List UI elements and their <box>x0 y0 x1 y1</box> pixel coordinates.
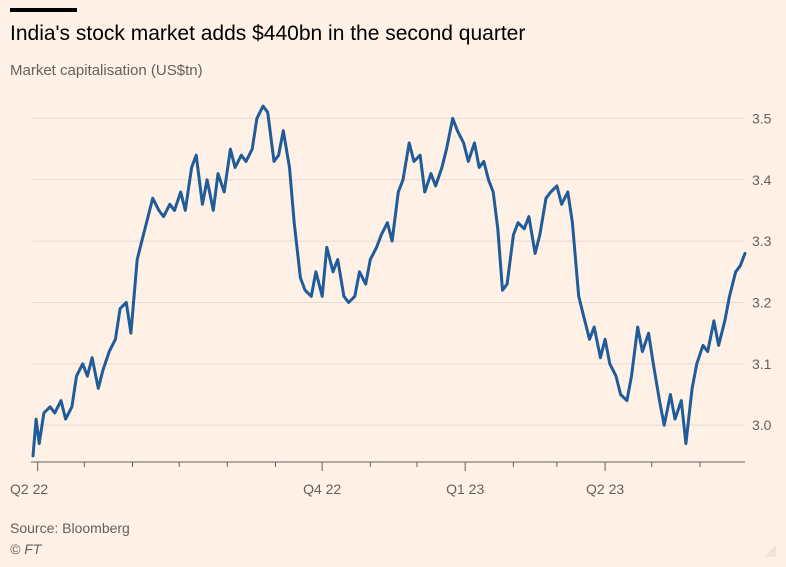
y-axis-ticks: 3.0 3.1 3.2 3.3 3.4 3.5 <box>752 110 772 433</box>
x-tick-label: Q1 23 <box>446 481 484 497</box>
y-tick-label: 3.4 <box>752 172 772 188</box>
resize-grip-icon <box>764 545 776 557</box>
x-tick-label: Q2 22 <box>10 481 48 497</box>
copyright-note: © FT <box>10 541 42 557</box>
gridlines <box>33 117 745 426</box>
chart-subtitle: Market capitalisation (US$tn) <box>10 62 203 79</box>
series-group <box>31 104 747 458</box>
chart-title: India's stock market adds $440bn in the … <box>10 22 526 45</box>
ft-topbar-accent <box>10 8 77 12</box>
y-tick-label: 3.3 <box>752 233 772 249</box>
y-tick-label: 3.1 <box>752 356 772 372</box>
y-tick-label: 3.0 <box>752 417 772 433</box>
x-tick-label: Q4 22 <box>303 481 341 497</box>
x-axis: Q2 22 Q4 22 Q1 23 Q2 23 <box>10 461 745 497</box>
series-line <box>31 104 747 458</box>
y-tick-label: 3.2 <box>752 294 772 310</box>
y-tick-label: 3.5 <box>752 110 772 126</box>
source-note: Source: Bloomberg <box>10 520 130 536</box>
x-tick-label: Q2 23 <box>586 481 624 497</box>
